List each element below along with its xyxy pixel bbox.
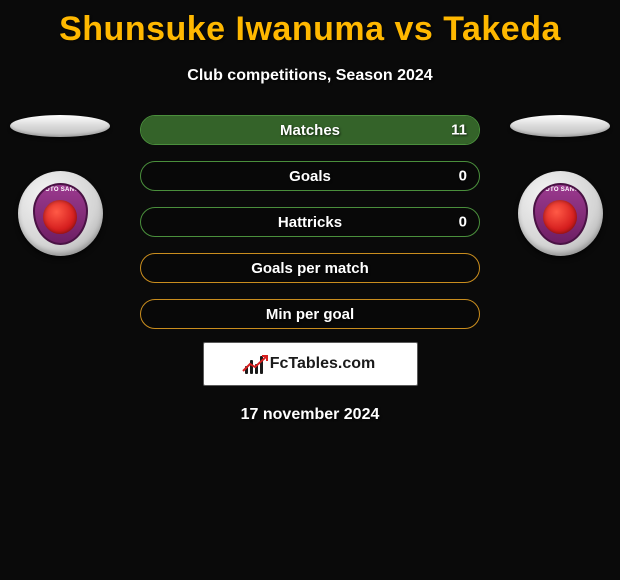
stat-bar-right-value: 0 (459, 168, 467, 185)
stat-bar-label: Goals (289, 168, 331, 185)
field-marker-left (10, 115, 110, 137)
stat-bar: Hattricks 0 (140, 207, 480, 237)
stat-bar-label: Goals per match (251, 260, 369, 277)
logo-text: FcTables.com (270, 355, 376, 373)
stat-bar-label: Matches (280, 122, 340, 139)
club-crest-left: KYOTO SANGA (33, 183, 88, 245)
stat-bar: Goals per match (140, 253, 480, 283)
player-right-column: KYOTO SANGA (505, 115, 615, 256)
club-crest-text-left: KYOTO SANGA (35, 187, 86, 193)
page-title: Shunsuke Iwanuma vs Takeda (0, 0, 620, 49)
subtitle: Club competitions, Season 2024 (0, 67, 620, 85)
stats-area: KYOTO SANGA KYOTO SANGA Matches11Goals0H… (0, 115, 620, 335)
field-marker-right (510, 115, 610, 137)
stat-bar-right-value: 0 (459, 214, 467, 231)
logo-chart-icon (245, 354, 267, 374)
comparison-infographic: Shunsuke Iwanuma vs Takeda Club competit… (0, 0, 620, 580)
club-badge-right: KYOTO SANGA (518, 171, 603, 256)
stat-bar-label: Min per goal (266, 306, 354, 323)
crest-emblem-left (43, 200, 77, 234)
stat-bar-right-value: 11 (451, 122, 467, 139)
club-crest-text-right: KYOTO SANGA (535, 187, 586, 193)
club-badge-left: KYOTO SANGA (18, 171, 103, 256)
stat-bar: Goals 0 (140, 161, 480, 191)
stat-bars: Matches 11 Goals 0 Hattricks 0 Goals per match… (140, 115, 480, 329)
stat-bar: Min per goal (140, 299, 480, 329)
club-crest-right: KYOTO SANGA (533, 183, 588, 245)
player-left-column: KYOTO SANGA (5, 115, 115, 256)
stat-bar: Matches 11 (140, 115, 480, 145)
stat-bar-label: Hattricks (278, 214, 342, 231)
source-logo: FcTables.com (203, 342, 418, 386)
date-label: 17 november 2024 (0, 406, 620, 424)
crest-emblem-right (543, 200, 577, 234)
